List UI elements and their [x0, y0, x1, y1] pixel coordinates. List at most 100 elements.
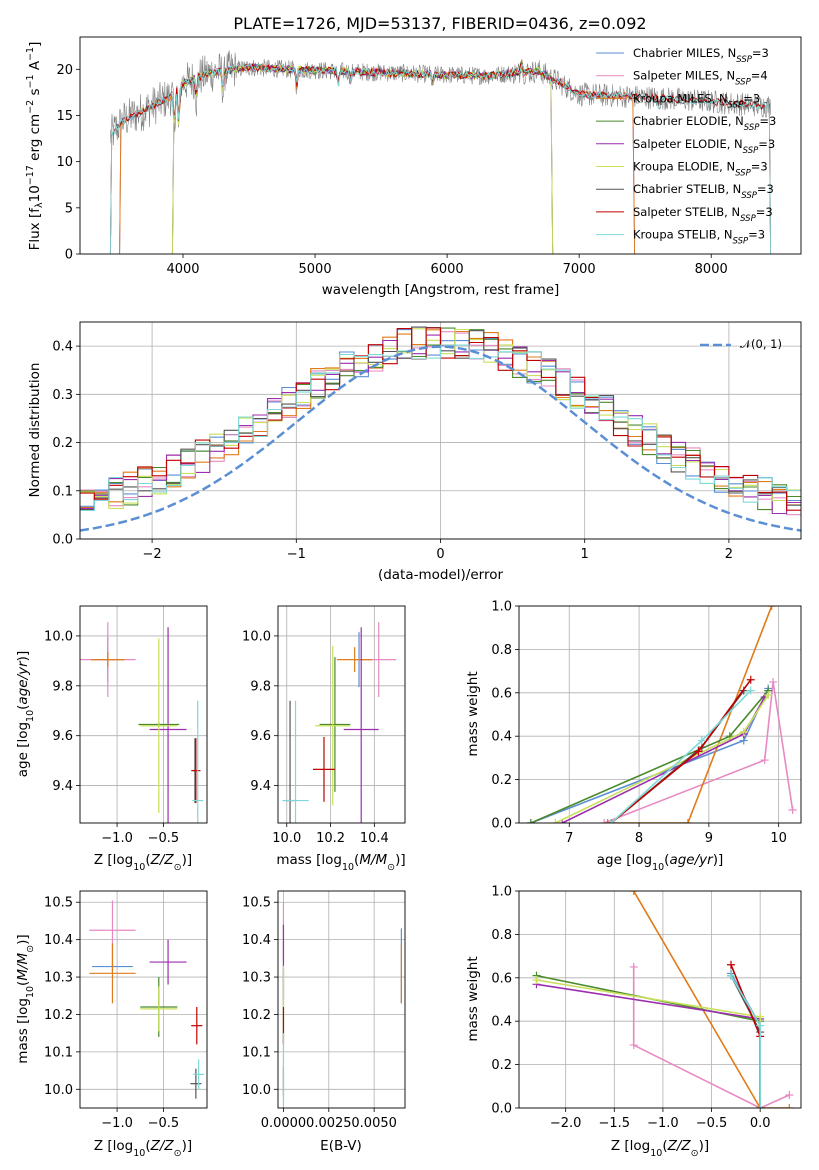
y-axis-label: Flux [fλ10−17 erg cm−2 s−1 A−1]: [25, 42, 45, 251]
y-tick-label: 9.6: [52, 729, 73, 744]
x-tick-label: 2: [725, 547, 733, 562]
x-tick-label: 7000: [563, 262, 596, 277]
y-tick-label: 0.0: [491, 817, 512, 832]
weight-point: [629, 1041, 638, 1050]
y-tick-label: 0.3: [52, 388, 73, 403]
errorbars: [80, 622, 204, 823]
x-tick-label: −0.5: [148, 1116, 180, 1131]
errorbars: [282, 622, 397, 823]
weight-point: [726, 960, 735, 969]
y-tick-label: 10.4: [242, 933, 271, 948]
weight-point: [694, 747, 703, 756]
errorbar-kroupa-stelib: [282, 700, 309, 823]
errorbar-salpeter-elodie: [149, 939, 187, 985]
legend-entry: Kroupa STELIB, NSSP=3: [633, 228, 765, 247]
y-tick-label: 20: [56, 63, 73, 78]
weight-line-salpeter-stelib: [730, 964, 761, 1108]
model-spectrum-salpeter-stelib: [109, 62, 772, 254]
weight-point: [551, 819, 560, 823]
weight-point: [769, 677, 778, 686]
weight-point: [726, 971, 735, 980]
weight-lines: [532, 891, 794, 1108]
y-tick-label: 10.1: [242, 1045, 271, 1060]
x-tick-label: 0.0050: [351, 1116, 397, 1131]
x-tick-label: 9: [705, 831, 713, 846]
errorbar-chabrier-stelib: [190, 1068, 202, 1099]
weight-point: [603, 819, 612, 823]
y-tick-label: 0.1: [52, 484, 73, 499]
weight-line-kroupa-miles: [607, 606, 773, 823]
y-tick-label: 0.8: [491, 643, 512, 658]
errorbar-kroupa-miles: [91, 652, 125, 668]
y-tick-label: 10.0: [242, 629, 271, 644]
weight-line-chabrier-elodie: [530, 690, 769, 823]
x-tick-label: −1.0: [647, 1116, 679, 1131]
weight-point: [767, 606, 776, 610]
y-tick-label: 0.6: [491, 971, 512, 986]
x-tick-label: 0.0025: [306, 1116, 352, 1131]
weight-point: [607, 819, 616, 823]
x-tick-label: −2.0: [550, 1116, 582, 1131]
legend-entry: Kroupa ELODIE, NSSP=3: [633, 160, 768, 179]
y-tick-label: 10.0: [242, 1083, 271, 1098]
legend-entry: Salpeter STELIB, NSSP=3: [633, 205, 773, 224]
weight-point: [532, 975, 541, 984]
y-tick-label: 10.3: [242, 971, 271, 986]
x-axis-label: (data-model)/error: [378, 567, 504, 583]
mass-vs-ebv-panel: 0.0000 0.0025 0.0050 10.0 10.1 10.2 10.3 10.4 10…: [242, 890, 406, 1154]
weight-point: [746, 686, 755, 695]
y-tick-label: 9.6: [250, 729, 271, 744]
y-tick-label: 0.2: [491, 1058, 512, 1073]
errorbar-kroupa-elodie: [140, 986, 178, 1032]
x-tick-label: 8: [635, 831, 643, 846]
x-tick-label: −1.0: [101, 831, 133, 846]
x-tick-label: 1: [581, 547, 589, 562]
model-spectrum-kroupa-stelib: [109, 63, 772, 254]
age-vs-mass-panel: 10.0 10.2 10.4 9.4 9.6 9.8 10.0 mass [log10(M/M…: [242, 605, 406, 873]
weight-line-kroupa-stelib: [730, 975, 761, 1108]
y-tick-label: 0.0: [52, 533, 73, 548]
x-tick-label: 5000: [299, 262, 332, 277]
y-tick-label: 0.6: [491, 686, 512, 701]
y-tick-label: 9.8: [52, 679, 73, 694]
axes-frame: [277, 605, 406, 824]
weight-point: [764, 690, 773, 699]
y-axis-label: mass weight: [465, 671, 481, 756]
model-spectrum-salpeter-elodie: [171, 63, 554, 254]
axes-frame: [518, 605, 802, 824]
residual-histograms: [80, 326, 801, 532]
age-vs-metallicity-panel: −1.0 −0.5 9.4 9.6 9.8 10.0 Z [log10(Z/Z⊙)] age …: [15, 605, 208, 873]
histogram-kroupa-stelib: [80, 344, 801, 512]
errorbar-kroupa-miles: [89, 943, 136, 1004]
y-tick-label: 10.5: [44, 896, 73, 911]
mass-vs-metallicity-panel: −1.0 −0.5 10.0 10.1 10.2 10.3 10.4 10.5 Z [log10…: [15, 890, 208, 1159]
y-tick-label: 0: [65, 248, 73, 263]
mass-weight-vs-age-panel: 7 8 9 10 0.0 0.2 0.4 0.6 0.8 1.0 age [log10(age/yr…: [465, 600, 802, 873]
weight-point: [600, 819, 609, 823]
y-tick-label: 9.8: [250, 679, 271, 694]
mass-weight-vs-metallicity-panel: −2.0 −1.5 −1.0 −0.5 0.0 0.0 0.2 0.4 0.6 0.8 1.0 Z […: [465, 885, 802, 1159]
x-tick-label: 8000: [695, 262, 728, 277]
spectrum-panel: 4000 5000 6000 7000 8000 0 5 10 15 20 Chabrier MIL…: [25, 36, 802, 298]
y-tick-label: 10.5: [242, 896, 271, 911]
legend-entry: Chabrier STELIB, NSSP=3: [633, 182, 774, 201]
weight-line-chabrier-miles: [730, 973, 761, 1108]
figure-title: PLATE=1726, MJD=53137, FIBERID=0436, z=0…: [233, 14, 646, 33]
y-tick-label: 10.1: [44, 1045, 73, 1060]
errorbars: [89, 900, 205, 1099]
y-tick-label: 10.0: [44, 629, 73, 644]
errorbar-salpeter-stelib: [191, 738, 201, 804]
weight-point: [760, 756, 769, 765]
y-tick-label: 0.4: [491, 1015, 512, 1030]
weight-line-kroupa-elodie: [554, 694, 769, 823]
x-axis-label: Z [log10(Z/Z⊙)]: [94, 852, 192, 873]
model-spectrum-chabrier-elodie: [171, 61, 554, 254]
y-tick-label: 10: [56, 155, 73, 170]
weight-point: [746, 675, 755, 684]
y-tick-label: 0.2: [491, 773, 512, 788]
legend-entry: Chabrier MILES, NSSP=3: [633, 46, 769, 65]
y-tick-label: 10.0: [44, 1083, 73, 1098]
y-tick-label: 0.0: [491, 1102, 512, 1117]
x-tick-label: 10.4: [360, 831, 389, 846]
x-tick-label: −1.0: [101, 1116, 133, 1131]
